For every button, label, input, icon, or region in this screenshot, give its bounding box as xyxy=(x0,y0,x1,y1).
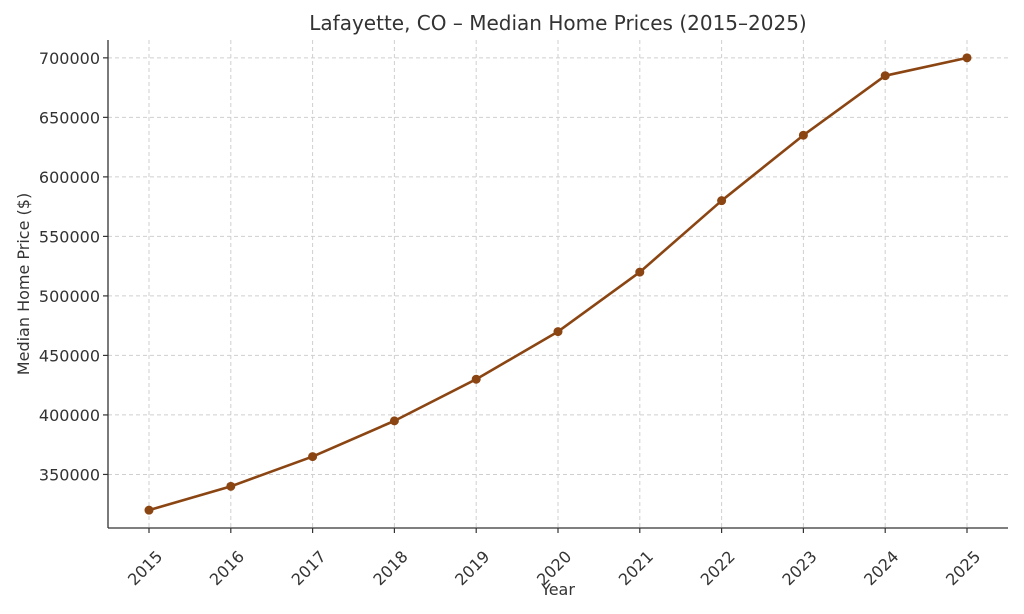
data-point xyxy=(553,327,563,337)
y-tick-label: 650000 xyxy=(39,108,100,127)
data-point xyxy=(144,505,154,515)
x-tick-label: 2015 xyxy=(124,547,166,589)
grid xyxy=(108,40,1008,528)
y-tick-label: 350000 xyxy=(39,465,100,484)
y-tick-label: 400000 xyxy=(39,406,100,425)
y-axis-label: Median Home Price ($) xyxy=(14,193,33,375)
x-tick-label: 2023 xyxy=(778,547,820,589)
x-tick-label: 2016 xyxy=(206,547,248,589)
chart-title: Lafayette, CO – Median Home Prices (2015… xyxy=(309,11,806,35)
x-tick-label: 2022 xyxy=(697,547,739,589)
data-point xyxy=(226,481,236,491)
x-tick-label: 2024 xyxy=(860,547,902,589)
y-ticks: 350000 400000 450000 500000 550000 600000 6500… xyxy=(39,49,108,484)
data-point xyxy=(798,130,808,140)
series xyxy=(144,53,972,515)
data-point xyxy=(717,196,727,206)
x-tick-label: 2019 xyxy=(451,547,493,589)
data-point xyxy=(635,267,645,277)
data-point xyxy=(962,53,972,63)
y-tick-label: 550000 xyxy=(39,227,100,246)
y-tick-label: 450000 xyxy=(39,346,100,365)
x-tick-label: 2018 xyxy=(369,547,411,589)
data-point xyxy=(880,71,890,81)
y-tick-label: 600000 xyxy=(39,168,100,187)
data-point xyxy=(471,374,481,384)
y-tick-label: 500000 xyxy=(39,287,100,306)
x-tick-label: 2017 xyxy=(288,547,330,589)
x-axis-label: Year xyxy=(540,580,575,599)
x-tick-label: 2021 xyxy=(615,547,657,589)
data-point xyxy=(389,416,399,426)
y-tick-label: 700000 xyxy=(39,49,100,68)
data-point xyxy=(308,452,318,462)
x-tick-label: 2025 xyxy=(942,547,984,589)
